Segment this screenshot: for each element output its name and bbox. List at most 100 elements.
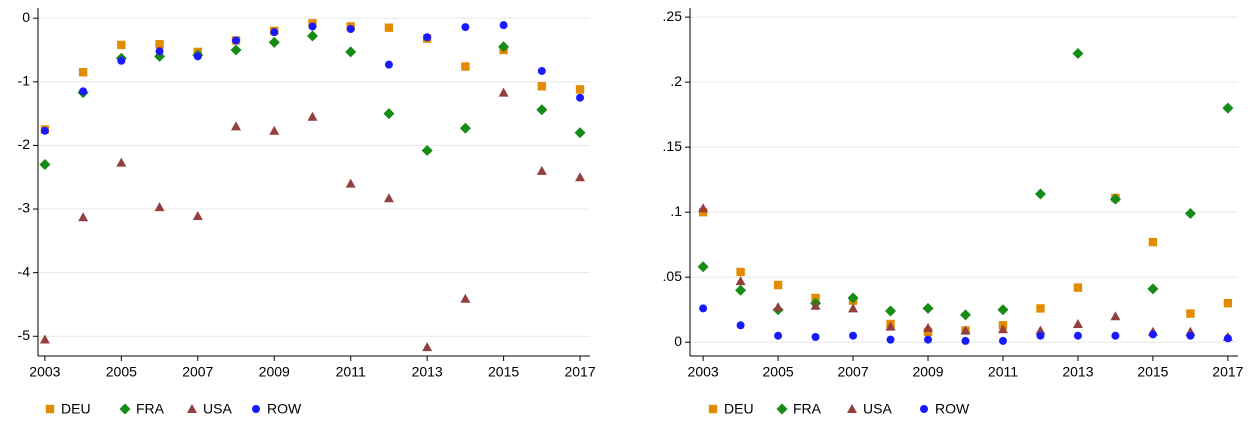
legend-marker bbox=[45, 404, 55, 414]
point bbox=[735, 276, 746, 286]
legend-marker bbox=[847, 404, 857, 413]
point bbox=[810, 300, 821, 310]
y-tick-label: -4 bbox=[18, 263, 31, 279]
point bbox=[1223, 334, 1232, 343]
x-tick-label: 2003 bbox=[688, 364, 719, 380]
point bbox=[39, 334, 50, 344]
point bbox=[117, 40, 126, 50]
legend-label: FRA bbox=[793, 401, 822, 417]
point bbox=[537, 82, 547, 91]
point bbox=[1186, 331, 1195, 340]
point bbox=[1184, 207, 1196, 219]
point bbox=[997, 324, 1008, 334]
y-tick-label: .1 bbox=[670, 203, 682, 219]
point bbox=[461, 23, 470, 32]
x-tick-label: 2017 bbox=[1212, 364, 1243, 380]
point bbox=[922, 302, 934, 314]
x-tick-label: 2005 bbox=[763, 364, 794, 380]
y-tick-label: -2 bbox=[18, 136, 31, 152]
point bbox=[384, 23, 394, 32]
point bbox=[78, 68, 88, 77]
legend-label: USA bbox=[203, 401, 232, 417]
point bbox=[849, 331, 858, 340]
point bbox=[1111, 331, 1120, 340]
x-tick-label: 2011 bbox=[988, 364, 1018, 380]
point bbox=[116, 157, 127, 167]
point bbox=[576, 93, 585, 102]
point bbox=[1034, 188, 1046, 200]
point bbox=[1072, 48, 1084, 60]
point bbox=[1035, 325, 1046, 335]
point bbox=[155, 40, 164, 49]
point bbox=[78, 212, 89, 222]
point bbox=[575, 172, 586, 182]
point bbox=[697, 261, 709, 273]
point bbox=[960, 325, 971, 335]
point bbox=[1148, 237, 1158, 247]
point bbox=[698, 203, 709, 213]
x-tick-label: 2009 bbox=[259, 364, 290, 380]
legend-label: DEU bbox=[724, 401, 754, 417]
point bbox=[848, 303, 859, 313]
point bbox=[774, 331, 783, 340]
point bbox=[536, 165, 547, 175]
y-tick-label: 0 bbox=[674, 333, 682, 349]
point bbox=[154, 202, 165, 212]
point bbox=[1147, 283, 1159, 295]
point bbox=[383, 193, 394, 203]
y-tick-label: -5 bbox=[18, 327, 31, 343]
point bbox=[1222, 102, 1234, 114]
x-tick-label: 2003 bbox=[29, 364, 60, 380]
point bbox=[459, 122, 471, 134]
point bbox=[345, 46, 357, 58]
point bbox=[421, 145, 433, 157]
point bbox=[923, 322, 934, 332]
legend-label: DEU bbox=[61, 401, 91, 417]
point bbox=[422, 342, 433, 352]
point bbox=[959, 309, 971, 321]
point bbox=[192, 211, 203, 221]
point bbox=[961, 336, 970, 345]
x-tick-label: 2017 bbox=[564, 364, 595, 380]
y-tick-label: 0 bbox=[22, 9, 30, 25]
legend-label: ROW bbox=[267, 401, 302, 417]
y-tick-label: .2 bbox=[670, 73, 682, 89]
x-tick-label: 2007 bbox=[182, 364, 213, 380]
point bbox=[699, 304, 708, 313]
legend-marker bbox=[119, 403, 131, 415]
point bbox=[498, 41, 510, 53]
y-tick-label: .25 bbox=[663, 8, 683, 24]
point bbox=[536, 104, 548, 116]
point bbox=[40, 126, 49, 135]
point bbox=[39, 159, 51, 171]
point bbox=[230, 44, 242, 56]
point bbox=[1036, 304, 1045, 313]
point bbox=[346, 24, 355, 33]
point bbox=[847, 292, 859, 304]
x-tick-label: 2015 bbox=[488, 364, 519, 380]
point bbox=[268, 36, 280, 48]
legend-marker bbox=[708, 404, 718, 414]
point bbox=[498, 87, 509, 97]
x-tick-label: 2009 bbox=[912, 364, 943, 380]
point bbox=[575, 85, 585, 94]
point bbox=[308, 22, 317, 31]
point bbox=[736, 321, 745, 330]
point bbox=[79, 87, 88, 96]
y-tick-label: .05 bbox=[663, 268, 683, 284]
point bbox=[1072, 319, 1083, 329]
point bbox=[384, 60, 393, 69]
x-tick-label: 2007 bbox=[837, 364, 868, 380]
point bbox=[885, 305, 897, 317]
point bbox=[1223, 299, 1233, 308]
point bbox=[574, 127, 586, 139]
point bbox=[231, 121, 242, 131]
point bbox=[773, 280, 783, 290]
point bbox=[997, 304, 1009, 316]
y-tick-label: .15 bbox=[663, 138, 683, 154]
point bbox=[998, 336, 1007, 345]
point bbox=[307, 111, 318, 121]
point bbox=[885, 321, 896, 331]
point bbox=[735, 284, 747, 296]
